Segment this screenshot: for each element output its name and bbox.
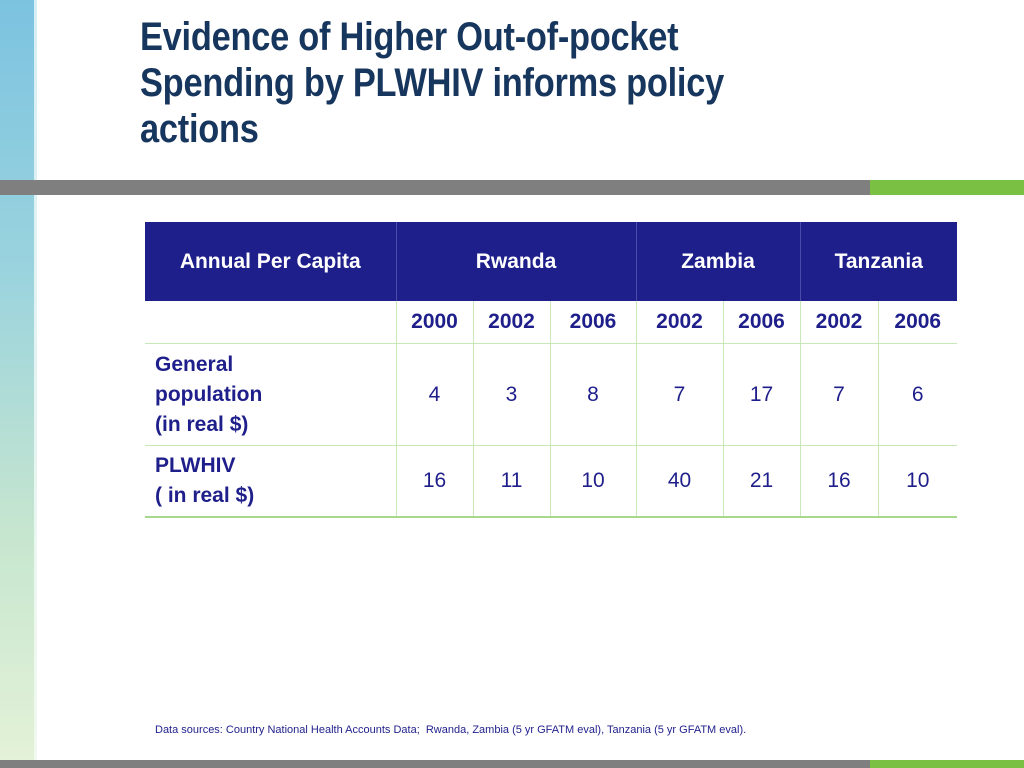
footer-divider-gray [0,760,870,768]
value-cell: 10 [877,445,957,518]
footer-divider-green [870,760,1024,768]
value-cell: 4 [395,343,473,446]
left-stripe-edge [34,0,37,768]
left-gradient-stripe [0,0,34,768]
year-cell: 2002 [799,301,878,344]
table-row-general-population: General population (in real $) 4 3 8 7 1… [145,343,957,446]
header-country-tanzania: Tanzania [799,222,957,301]
value-cell: 17 [722,343,800,446]
year-row: 2000 2002 2006 2002 2006 2002 2006 [145,301,957,344]
row-label-line: General [155,352,234,376]
year-row-blank [145,301,396,344]
row-label-line: PLWHIV [155,454,236,477]
title-divider-gray [0,180,870,195]
data-sources-footnote: Data sources: Country National Health Ac… [155,724,747,736]
year-cell: 2002 [472,301,550,344]
value-cell: 7 [799,343,878,446]
table-row-plwhiv: PLWHIV ( in real $) 16 11 10 40 21 16 10 [145,445,957,518]
value-cell: 11 [472,445,550,518]
value-cell: 16 [799,445,878,518]
value-cell: 10 [549,445,636,518]
year-cell: 2006 [549,301,636,344]
spending-table: Annual Per Capita Rwanda Zambia Tanzania… [145,222,957,518]
header-country-zambia: Zambia [635,222,800,301]
row-label-line: ( in real $) [155,484,255,507]
row-label-line: population [155,382,263,406]
title-divider-green [870,180,1024,195]
row-label-line: (in real $) [155,412,249,436]
table-header-row: Annual Per Capita Rwanda Zambia Tanzania [145,222,957,301]
value-cell: 21 [722,445,800,518]
header-country-rwanda: Rwanda [395,222,636,301]
year-cell: 2006 [877,301,957,344]
header-annual-per-capita: Annual Per Capita [145,222,396,301]
year-cell: 2000 [395,301,473,344]
value-cell: 6 [877,343,957,446]
value-cell: 7 [635,343,723,446]
value-cell: 8 [549,343,636,446]
value-cell: 16 [395,445,473,518]
value-cell: 3 [472,343,550,446]
row-label: PLWHIV ( in real $) [145,445,396,518]
slide-title: Evidence of Higher Out-of-pocket Spendin… [140,15,724,151]
year-cell: 2006 [722,301,800,344]
row-label: General population (in real $) [145,343,396,446]
year-cell: 2002 [635,301,723,344]
value-cell: 40 [635,445,723,518]
